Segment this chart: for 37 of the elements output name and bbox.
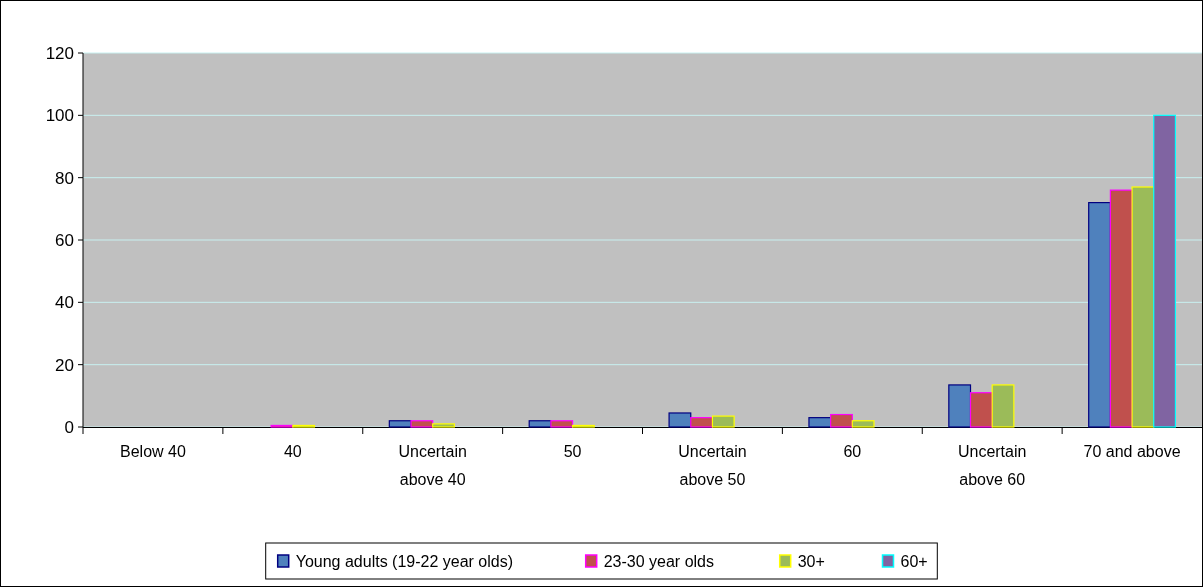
x-tick-label: 60	[843, 443, 862, 460]
x-tick-label: 40	[283, 443, 302, 460]
legend-label: 30+	[797, 552, 825, 570]
bar	[1131, 186, 1155, 428]
y-tick-label: 100	[45, 106, 74, 126]
y-tick-label: 0	[64, 417, 74, 437]
bar	[432, 423, 455, 428]
x-tick-label: 70 and above	[1083, 443, 1181, 460]
x-tick-label: Uncertain above 50	[678, 443, 747, 488]
bar	[991, 384, 1015, 428]
bar	[851, 420, 875, 428]
legend-label: 60+	[900, 552, 928, 570]
bar	[668, 412, 692, 428]
x-tick-label: Below 40	[120, 443, 186, 460]
bar	[1109, 189, 1133, 428]
legend-label: 23-30 year olds	[603, 552, 714, 570]
bar	[388, 420, 412, 428]
bar	[1088, 202, 1111, 428]
bar	[550, 420, 574, 428]
legend-label: Young adults (19-22 year olds)	[295, 552, 514, 570]
bar	[690, 417, 714, 428]
bar	[1153, 114, 1177, 428]
bar	[830, 413, 853, 428]
x-tick-label: 50	[563, 443, 582, 460]
x-tick-label: Uncertain above 60	[957, 443, 1027, 488]
bar	[711, 415, 735, 428]
y-tick-label: 20	[55, 355, 74, 375]
x-tick-label: Uncertain above 40	[398, 443, 467, 488]
bar	[410, 420, 434, 428]
bar	[808, 417, 832, 428]
bar	[528, 420, 552, 428]
y-tick-label: 40	[55, 293, 74, 313]
bar	[969, 392, 993, 428]
bar	[948, 384, 972, 428]
y-tick-label: 80	[55, 168, 74, 188]
y-tick-label: 120	[45, 43, 74, 63]
y-tick-label: 60	[55, 230, 74, 250]
